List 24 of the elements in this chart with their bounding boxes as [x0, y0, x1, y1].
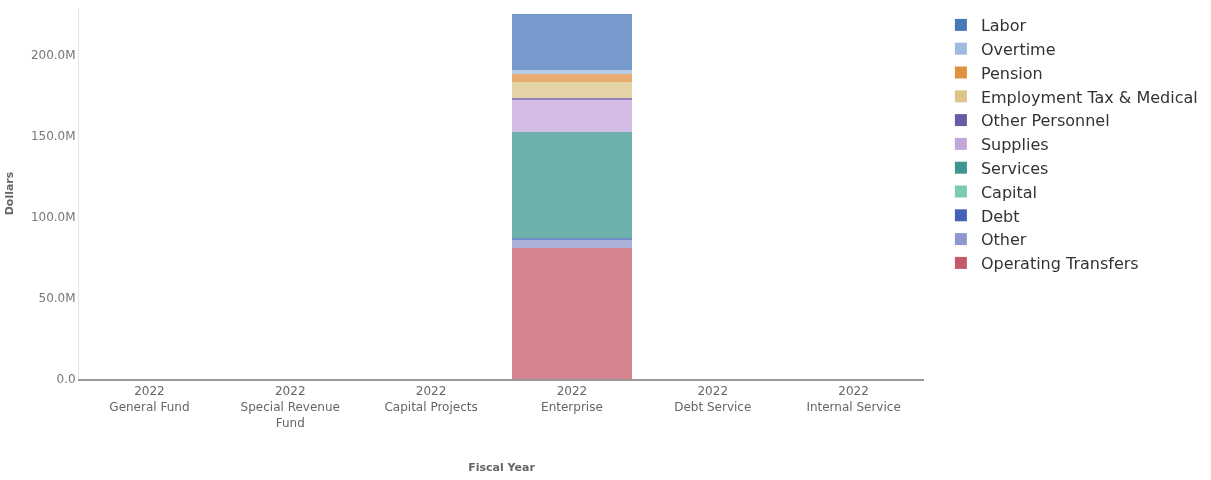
legend-label: Services — [980, 158, 1049, 178]
x-tick-label: 2022 Enterprise — [541, 384, 603, 414]
y-tick-label: 50.0M — [38, 291, 76, 306]
legend-label: Capital — [980, 182, 1038, 202]
x-tick-label: 2022 Debt Service — [674, 384, 752, 414]
y-tick-label: 200.0M — [30, 48, 76, 63]
y-tick-label: 0.0 — [56, 372, 76, 387]
x-axis-title: Fiscal Year — [468, 461, 536, 475]
y-axis-title: Dollars — [2, 171, 16, 216]
legend-label: Debt — [980, 206, 1020, 226]
x-tick-label: 2022 General Fund — [109, 384, 190, 414]
legend-label: Supplies — [980, 135, 1049, 155]
x-tick-label: 2022 Capital Projects — [384, 384, 478, 414]
x-tick-label: 2022 Internal Service — [806, 384, 901, 414]
legend-label: Other — [980, 230, 1027, 250]
legend-label: Other Personnel — [980, 111, 1110, 131]
legend-label: Operating Transfers — [980, 254, 1139, 274]
legend-label: Labor — [980, 16, 1027, 36]
legend-label: Employment Tax & Medical — [980, 87, 1198, 107]
y-tick-label: 150.0M — [30, 129, 76, 144]
legend-label: Pension — [980, 63, 1043, 83]
y-tick-label: 100.0M — [30, 210, 76, 225]
legend-label: Overtime — [980, 39, 1056, 59]
x-tick-label: 2022 Special Revenue Fund — [240, 384, 340, 430]
